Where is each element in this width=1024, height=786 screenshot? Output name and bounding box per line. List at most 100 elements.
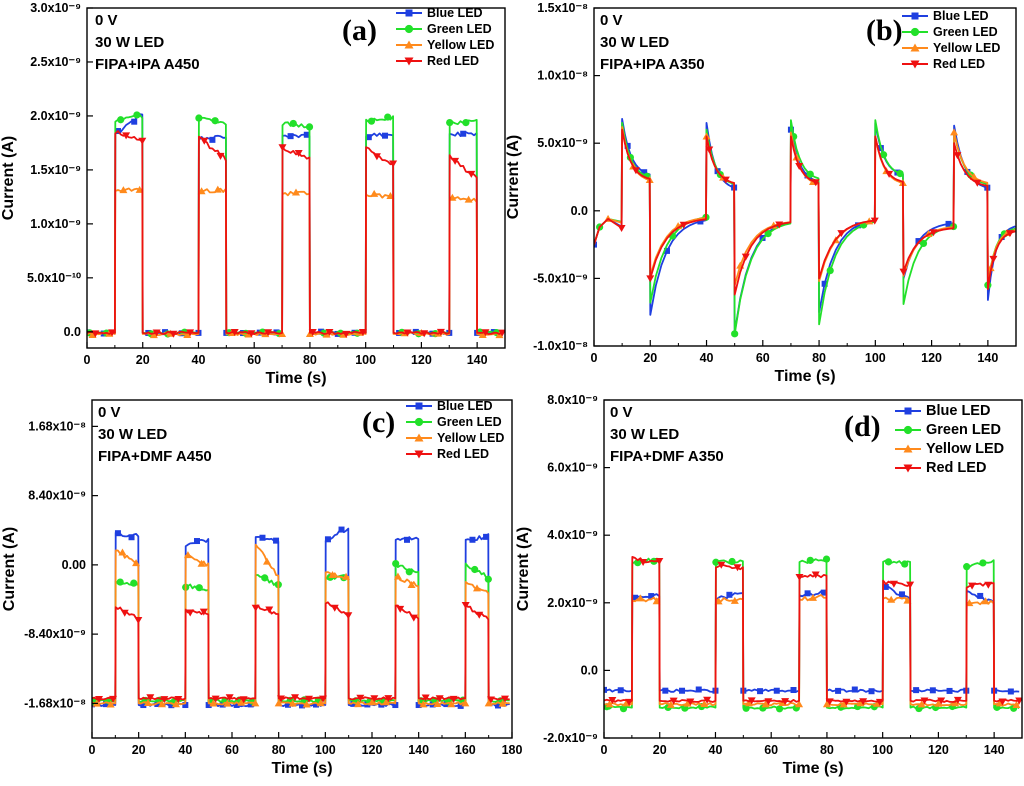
legend-marker — [414, 417, 424, 427]
data-point — [183, 551, 192, 559]
y-tick-label: 5.0x10⁻⁹ — [537, 136, 588, 150]
legend-marker — [414, 433, 424, 442]
data-point — [392, 559, 400, 568]
legend-label: Yellow LED — [427, 38, 494, 52]
x-tick-label: 60 — [756, 351, 770, 365]
data-point — [469, 536, 476, 543]
data-point — [679, 687, 686, 694]
panel-label: (b) — [866, 14, 903, 47]
data-point — [464, 195, 473, 203]
data-point — [116, 578, 124, 586]
data-point — [88, 330, 97, 338]
data-point — [953, 696, 962, 704]
data-point — [742, 704, 750, 712]
data-point — [669, 697, 678, 705]
legend-label: Blue LED — [933, 9, 989, 23]
annotation-text: FIPA+DMF A350 — [610, 448, 724, 465]
data-point — [913, 687, 920, 694]
data-point — [795, 574, 804, 582]
y-tick-label: 2.0x10⁻⁹ — [547, 596, 598, 610]
data-point — [396, 605, 405, 613]
data-point — [313, 701, 319, 708]
x-tick-label: 140 — [977, 351, 998, 365]
data-point — [138, 137, 147, 145]
x-tick-label: 100 — [872, 743, 893, 757]
series-markers-green-led — [596, 132, 1009, 338]
data-point — [133, 111, 141, 119]
y-tick-label: 3.0x10⁻⁹ — [30, 1, 81, 15]
data-point — [251, 604, 260, 612]
data-point — [316, 699, 325, 707]
data-point — [211, 117, 219, 125]
data-point — [120, 609, 129, 617]
data-point — [731, 330, 739, 338]
legend-label: Red LED — [926, 460, 986, 476]
data-point — [247, 330, 256, 338]
series-markers-red-led — [91, 132, 505, 338]
series-markers-yellow-led — [605, 593, 1021, 709]
panel-label: (d) — [844, 410, 881, 443]
data-point — [741, 253, 750, 261]
x-tick-label: 60 — [247, 353, 261, 367]
data-point — [264, 329, 273, 337]
data-point — [119, 186, 128, 194]
data-point — [319, 695, 327, 703]
y-tick-label: -1.68x10⁻⁸ — [24, 696, 86, 710]
y-tick-label: 0.0 — [571, 204, 588, 218]
data-point — [263, 557, 271, 565]
data-point — [118, 548, 127, 556]
data-point — [646, 275, 655, 283]
annotation-text: 30 W LED — [610, 426, 679, 443]
data-point — [140, 702, 147, 709]
legend-marker — [903, 425, 913, 435]
data-point — [868, 688, 875, 695]
data-point — [825, 698, 834, 706]
data-point — [733, 564, 742, 572]
data-point — [870, 217, 879, 225]
y-tick-label: 5.0x10⁻¹⁰ — [27, 271, 82, 285]
data-point — [209, 136, 216, 143]
data-point — [977, 592, 984, 599]
data-point — [407, 580, 416, 588]
x-tick-label: 0 — [89, 743, 96, 757]
data-point — [663, 247, 670, 254]
data-point — [247, 701, 254, 708]
data-point — [195, 584, 203, 592]
x-tick-label: 40 — [700, 351, 714, 365]
data-point — [462, 118, 470, 127]
data-point — [350, 700, 357, 707]
data-point — [392, 702, 399, 709]
y-axis-label: Current (A) — [515, 527, 532, 611]
legend-label: Yellow LED — [926, 441, 1004, 457]
data-point — [433, 700, 442, 708]
data-point — [809, 593, 817, 601]
x-tick-label: 0 — [84, 353, 91, 367]
data-point — [717, 561, 726, 569]
data-point — [291, 694, 299, 702]
data-point — [761, 700, 770, 708]
x-tick-label: 80 — [272, 743, 286, 757]
data-point — [435, 695, 444, 703]
y-tick-label: 8.40x10⁻⁹ — [28, 489, 86, 503]
x-tick-label: 60 — [764, 743, 778, 757]
data-point — [617, 687, 624, 694]
series-markers-red-led — [617, 146, 1014, 283]
data-point — [404, 536, 410, 543]
y-axis-label: Current (A) — [0, 136, 17, 220]
data-point — [95, 695, 103, 703]
y-tick-label: 1.0x10⁻⁸ — [537, 69, 588, 83]
x-tick-label: 80 — [812, 351, 826, 365]
data-point — [625, 698, 634, 706]
data-point — [384, 113, 392, 121]
data-point — [294, 150, 303, 158]
x-tick-label: 140 — [408, 743, 429, 757]
data-point — [106, 700, 115, 708]
legend-label: Yellow LED — [933, 41, 1000, 55]
annotation-text: 0 V — [98, 404, 121, 421]
data-point — [759, 234, 766, 241]
data-point — [839, 700, 848, 708]
data-point — [945, 220, 952, 227]
data-point — [128, 534, 135, 541]
data-point — [305, 695, 313, 703]
data-point — [636, 594, 645, 602]
